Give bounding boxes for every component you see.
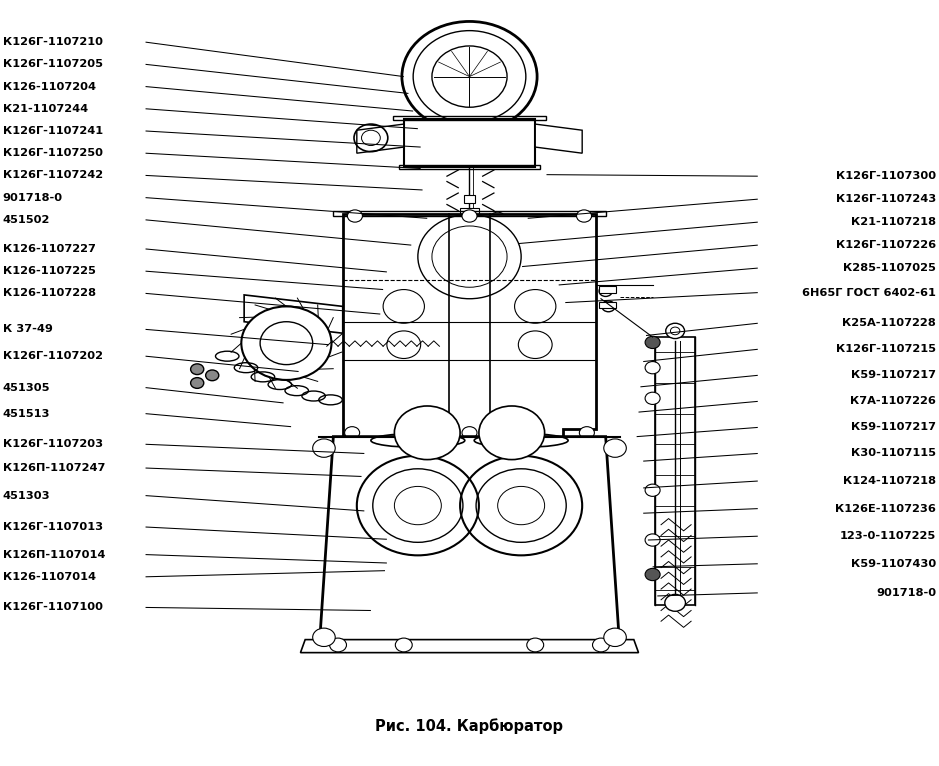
Circle shape	[191, 378, 204, 388]
Circle shape	[241, 306, 331, 380]
Text: К126П-1107014: К126П-1107014	[3, 549, 105, 560]
Text: 451305: 451305	[3, 382, 51, 393]
Text: К126-1107225: К126-1107225	[3, 266, 96, 277]
Text: К126Г-1107205: К126Г-1107205	[3, 59, 102, 70]
Circle shape	[479, 406, 545, 460]
Text: К126Г-1107242: К126Г-1107242	[3, 170, 103, 181]
Circle shape	[599, 286, 612, 296]
Text: К59-1107217: К59-1107217	[851, 370, 936, 381]
Circle shape	[604, 628, 626, 647]
Text: К30-1107115: К30-1107115	[851, 448, 936, 459]
Circle shape	[527, 638, 544, 652]
Bar	[599, 302, 616, 308]
Text: К126-1107014: К126-1107014	[3, 571, 96, 582]
Circle shape	[645, 336, 660, 349]
Circle shape	[645, 484, 660, 496]
Circle shape	[206, 370, 219, 381]
Circle shape	[593, 638, 609, 652]
Circle shape	[666, 323, 685, 339]
Bar	[464, 195, 475, 203]
Text: К126Г-1107013: К126Г-1107013	[3, 522, 103, 532]
Text: К7А-1107226: К7А-1107226	[851, 396, 936, 407]
Polygon shape	[357, 124, 404, 153]
Text: К59-1107217: К59-1107217	[851, 422, 936, 433]
Text: К126Г-1107215: К126Г-1107215	[837, 344, 936, 355]
Text: К 37-49: К 37-49	[3, 324, 53, 335]
Circle shape	[395, 638, 412, 652]
Circle shape	[345, 427, 360, 439]
Text: К285-1107025: К285-1107025	[843, 263, 936, 273]
Polygon shape	[244, 295, 343, 333]
Polygon shape	[535, 124, 582, 153]
Circle shape	[579, 427, 594, 439]
Text: К126-1107227: К126-1107227	[3, 244, 96, 254]
Circle shape	[313, 439, 335, 457]
Circle shape	[645, 362, 660, 374]
Circle shape	[394, 406, 460, 460]
Circle shape	[645, 568, 660, 581]
Circle shape	[604, 439, 626, 457]
Polygon shape	[300, 640, 639, 653]
Text: К126Г-1107100: К126Г-1107100	[3, 602, 102, 613]
Text: К126Г-1107226: К126Г-1107226	[836, 240, 936, 250]
Text: К126Г-1107250: К126Г-1107250	[3, 148, 102, 159]
Text: Рис. 104. Карбюратор: Рис. 104. Карбюратор	[376, 719, 563, 734]
Circle shape	[191, 364, 204, 375]
Circle shape	[462, 210, 477, 222]
Text: К126Г-1107203: К126Г-1107203	[3, 439, 103, 450]
Text: К126Г-1107202: К126Г-1107202	[3, 351, 102, 362]
Circle shape	[602, 301, 615, 312]
Circle shape	[645, 534, 660, 546]
Circle shape	[347, 210, 362, 222]
Text: К126-1107204: К126-1107204	[3, 81, 96, 92]
Text: 123-0-1107225: 123-0-1107225	[839, 531, 936, 542]
Text: К126Е-1107236: К126Е-1107236	[836, 503, 936, 514]
Polygon shape	[655, 337, 695, 605]
Text: К59-1107430: К59-1107430	[851, 558, 936, 569]
Text: 451513: 451513	[3, 408, 51, 419]
Circle shape	[313, 628, 335, 647]
Text: К126Г-1107241: К126Г-1107241	[3, 126, 103, 136]
Text: 6Н65Г ГОСТ 6402-61: 6Н65Г ГОСТ 6402-61	[802, 287, 936, 298]
Polygon shape	[343, 214, 596, 437]
Bar	[460, 208, 479, 214]
Circle shape	[402, 21, 537, 132]
Text: К126Г-1107300: К126Г-1107300	[836, 171, 936, 182]
Text: К124-1107218: К124-1107218	[843, 476, 936, 486]
Circle shape	[330, 638, 346, 652]
Polygon shape	[319, 437, 620, 647]
Bar	[599, 286, 616, 293]
Text: К126Г-1107243: К126Г-1107243	[836, 194, 936, 205]
Circle shape	[462, 427, 477, 439]
Text: К126-1107228: К126-1107228	[3, 288, 96, 299]
Text: К126П-1107247: К126П-1107247	[3, 463, 105, 473]
Text: 451303: 451303	[3, 490, 51, 501]
Text: К21-1107218: К21-1107218	[851, 217, 936, 228]
Polygon shape	[404, 119, 535, 167]
Circle shape	[577, 210, 592, 222]
Circle shape	[665, 594, 685, 611]
Text: К126Г-1107210: К126Г-1107210	[3, 37, 102, 47]
Text: 901718-0: 901718-0	[876, 588, 936, 598]
Text: К21-1107244: К21-1107244	[3, 103, 88, 114]
Text: К25А-1107228: К25А-1107228	[842, 318, 936, 329]
Text: 901718-0: 901718-0	[3, 192, 63, 203]
Text: 451502: 451502	[3, 214, 50, 225]
Circle shape	[645, 392, 660, 404]
